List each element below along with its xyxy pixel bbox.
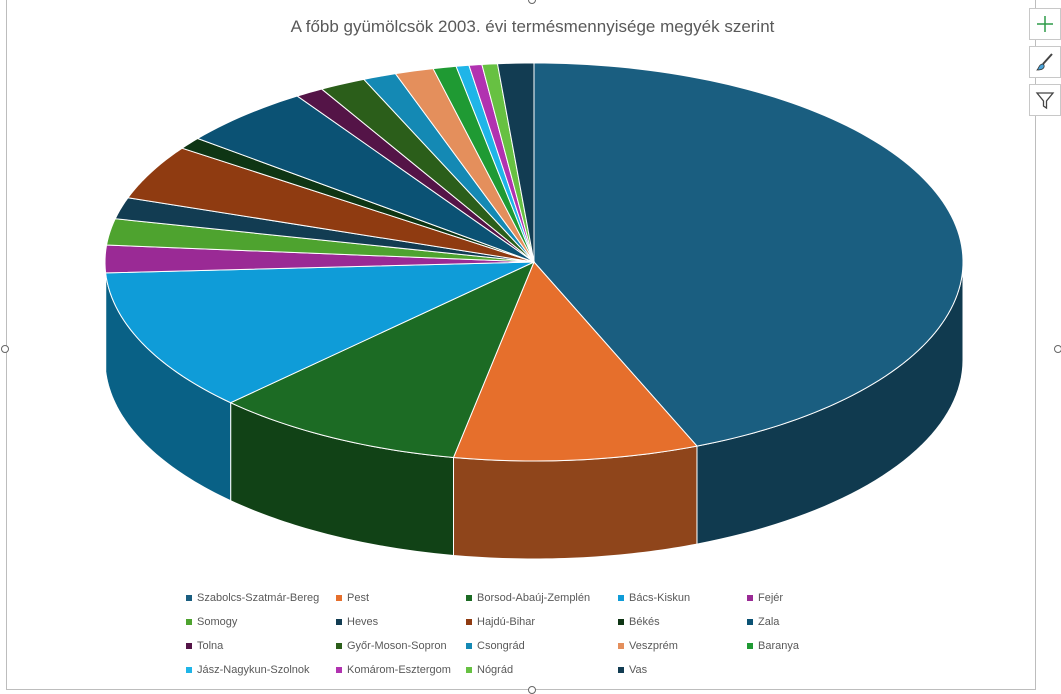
legend-key (618, 595, 624, 602)
legend-item: Pest (336, 592, 369, 604)
legend-label: Borsod-Abaúj-Zemplén (477, 592, 591, 604)
legend-label: Győr-Moson-Sopron (347, 640, 447, 652)
chart-elements-icon (1037, 16, 1053, 32)
legend-key (618, 667, 624, 674)
resize-handle-left[interactable] (1, 345, 9, 353)
pie-slice-b-cs-kiskun[interactable] (105, 261, 535, 404)
legend-key (618, 643, 624, 650)
legend-item: Komárom-Esztergom (336, 664, 451, 676)
pie-slice-szabolcs-szatm-r-bereg[interactable] (533, 62, 964, 447)
pie-slice-borsod-aba-j-zempl-n[interactable] (229, 261, 535, 459)
legend-item: Heves (336, 616, 378, 628)
legend-label: Nógrád (477, 664, 514, 676)
pie-side-pest (453, 445, 698, 560)
legend-key (186, 595, 192, 602)
legend-item: Jász-Nagykun-Szolnok (186, 664, 310, 676)
legend-item: Vas (618, 664, 647, 676)
chart-filter-icon (1035, 92, 1055, 110)
legend-key (466, 595, 472, 602)
legend-key (747, 595, 753, 602)
legend-item: Csongrád (466, 640, 525, 652)
legend-key (336, 619, 342, 626)
chart-elements-button[interactable] (1029, 8, 1061, 40)
legend-key (466, 643, 472, 650)
legend-key (747, 619, 753, 626)
legend-label: Tolna (197, 640, 224, 652)
legend-item: Tolna (186, 640, 223, 652)
legend-label: Somogy (197, 616, 238, 628)
pie-slice-gy-r-moson-sopron[interactable] (320, 78, 535, 263)
pie-side-fej-r (104, 262, 107, 371)
legend-label: Heves (347, 616, 379, 628)
legend-item: Borsod-Abaúj-Zemplén (466, 592, 590, 604)
legend-label: Fejér (758, 592, 784, 604)
pie-slice-vas[interactable] (496, 62, 535, 263)
chart-title: A főbb gyümölcsök 2003. évi termésmennyi… (290, 17, 775, 36)
legend-item: Békés (618, 616, 660, 628)
legend-label: Pest (347, 592, 370, 604)
legend-label: Komárom-Esztergom (347, 664, 451, 676)
legend-item: Hajdú-Bihar (466, 616, 535, 628)
legend-item: Szabolcs-Szatmár-Bereg (186, 592, 319, 604)
legend-key (186, 643, 192, 650)
legend-key (336, 595, 342, 602)
legend-label: Zala (758, 616, 780, 628)
legend-item: Veszprém (618, 640, 678, 652)
legend-label: Jász-Nagykun-Szolnok (197, 664, 310, 676)
pie-slice-zala[interactable] (196, 95, 535, 263)
pie-slice-hajd-bihar[interactable] (127, 147, 535, 263)
legend-key (186, 619, 192, 626)
legend-item: Somogy (186, 616, 237, 628)
legend-label: Baranya (758, 640, 799, 652)
legend-item: Baranya (747, 640, 799, 652)
legend-key (466, 619, 472, 626)
legend-label: Bács-Kiskun (629, 592, 691, 604)
legend-label: Vas (629, 664, 648, 676)
legend-item: Zala (747, 616, 779, 628)
legend-key (618, 619, 624, 626)
legend-label: Csongrád (477, 640, 525, 652)
chart-styles-icon (1036, 53, 1053, 71)
legend-key (336, 667, 342, 674)
legend-key (336, 643, 342, 650)
resize-handle-right[interactable] (1054, 345, 1061, 353)
legend-label: Békés (629, 616, 660, 628)
legend-item: Nógrád (466, 664, 513, 676)
legend-label: Szabolcs-Szatmár-Bereg (197, 592, 320, 604)
legend-item: Fejér (747, 592, 783, 604)
legend-key (186, 667, 192, 674)
chart-filters-button[interactable] (1029, 84, 1061, 116)
chart-styles-button[interactable] (1029, 46, 1061, 78)
pie-top (104, 62, 964, 462)
legend-item: Bács-Kiskun (618, 592, 690, 604)
legend-key (466, 667, 472, 674)
legend-label: Veszprém (629, 640, 678, 652)
legend-label: Hajdú-Bihar (477, 616, 536, 628)
pie-slice-fej-r[interactable] (104, 244, 535, 274)
legend-item: Győr-Moson-Sopron (336, 640, 447, 652)
pie-slice-pest[interactable] (452, 261, 698, 462)
legend-key (747, 643, 753, 650)
